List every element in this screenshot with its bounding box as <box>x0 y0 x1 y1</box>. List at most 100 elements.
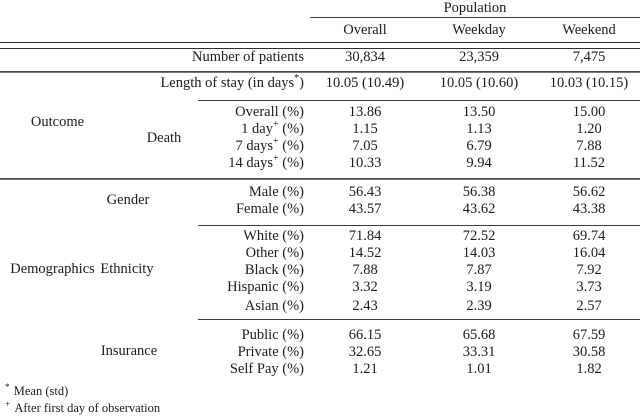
row-label-text: Hispanic (%) <box>227 279 304 295</box>
cell-overall: 56.43 <box>348 184 382 200</box>
table-footnotes: * Mean (std) + After first day of observat… <box>5 383 160 417</box>
row-label-text: Female (%) <box>235 201 304 217</box>
table-row-male: Male (%) 56.43 56.38 56.62 <box>0 184 640 201</box>
cell-weekend: 11.52 <box>572 155 606 171</box>
cell-overall: 71.84 <box>348 228 382 244</box>
column-header-weekday: Weekday <box>452 22 506 38</box>
group-label-outcome: Outcome <box>30 114 85 130</box>
row-label: Length of stay (in days*) <box>0 74 310 92</box>
cell-overall: 43.57 <box>348 201 382 217</box>
table-row-other: Other (%) 14.52 14.03 16.04 <box>0 245 640 262</box>
row-label-text: White (%) <box>243 228 304 244</box>
row-label-tail: (%) <box>278 121 304 137</box>
column-header-overall: Overall <box>343 22 387 38</box>
table-row-public: Public (%) 66.15 65.68 67.59 <box>0 327 640 344</box>
row-label: Black (%) <box>0 262 310 279</box>
cell-weekday: 43.62 <box>462 201 496 217</box>
cell-weekend: 16.04 <box>572 245 606 261</box>
cell-weekend: 7.92 <box>576 262 602 278</box>
cell-weekend: 7.88 <box>576 138 602 154</box>
footnote-mean: * Mean (std) <box>5 383 160 400</box>
group-label-gender: Gender <box>106 192 150 208</box>
insurance-cmidrule <box>198 319 640 320</box>
cell-overall: 1.21 <box>352 361 378 377</box>
row-label-text: 7 days <box>235 138 273 154</box>
population-header: Population <box>443 0 507 16</box>
table-row-patients: Number of patients 30,834 23,359 7,475 <box>0 49 640 66</box>
column-header-weekend: Weekend <box>562 22 616 38</box>
cell-weekend: 30.58 <box>572 344 606 360</box>
cell-weekday: 72.52 <box>462 228 496 244</box>
cell-weekend: 43.38 <box>572 201 606 217</box>
row-label-text: Private (%) <box>237 344 304 360</box>
group-label-insurance: Insurance <box>100 343 158 359</box>
row-label-sup: + <box>272 119 279 131</box>
row-label: Public (%) <box>0 327 310 344</box>
table-row-death-14days: 14 days+ (%) 10.33 9.94 11.52 <box>0 154 640 172</box>
table-row-hispanic: Hispanic (%) 3.32 3.19 3.73 <box>0 279 640 296</box>
footnote-mean-symbol: * <box>5 382 10 393</box>
population-cmidrule <box>310 17 640 18</box>
cell-weekend: 56.62 <box>572 184 606 200</box>
cell-weekend: 10.03 (10.15) <box>549 75 629 91</box>
cell-weekday: 9.94 <box>466 155 492 171</box>
table-row-female: Female (%) 43.57 43.62 43.38 <box>0 201 640 218</box>
table-row-death-7days: 7 days+ (%) 7.05 6.79 7.88 <box>0 137 640 155</box>
cell-weekend: 69.74 <box>572 228 606 244</box>
table-row-asian: Asian (%) 2.43 2.39 2.57 <box>0 298 640 315</box>
cell-overall: 2.43 <box>352 298 378 314</box>
cell-weekend: 1.82 <box>576 361 602 377</box>
row-label: Number of patients <box>0 49 310 66</box>
header-double-rule <box>0 42 640 49</box>
row-label-text: Black (%) <box>244 262 304 278</box>
row-label: 1 day+ (%) <box>0 119 310 138</box>
row-label: Overall (%) <box>0 104 310 121</box>
cell-weekday: 23,359 <box>459 49 499 65</box>
row-label-text: Self Pay (%) <box>229 361 304 377</box>
column-header-row: Overall Weekday Weekend <box>0 22 640 39</box>
footnote-after-text: After first day of observation <box>14 401 161 415</box>
row-label: 14 days+ (%) <box>0 154 310 172</box>
cell-overall: 3.32 <box>352 279 378 295</box>
cell-weekday: 1.13 <box>466 121 492 137</box>
cell-weekday: 65.68 <box>462 327 496 343</box>
row-label: Hispanic (%) <box>0 279 310 296</box>
cell-weekday: 2.39 <box>466 298 492 314</box>
cell-weekend: 3.73 <box>576 279 602 295</box>
row-label-text: Number of patients <box>192 49 304 65</box>
cell-weekend: 67.59 <box>572 327 606 343</box>
cell-weekday: 6.79 <box>466 138 492 154</box>
row-label-text: Asian (%) <box>244 298 304 314</box>
table-row-death-1day: 1 day+ (%) 1.15 1.13 1.20 <box>0 119 640 138</box>
cell-overall: 66.15 <box>348 327 382 343</box>
row-label-tail: (%) <box>278 138 304 154</box>
cell-weekday: 3.19 <box>466 279 492 295</box>
cell-overall: 7.05 <box>352 138 378 154</box>
group-label-demographics: Demographics <box>10 261 95 277</box>
group-label-ethnicity: Ethnicity <box>100 261 154 277</box>
cell-overall: 7.88 <box>352 262 378 278</box>
cell-weekday: 14.03 <box>462 245 496 261</box>
cell-weekday: 56.38 <box>462 184 496 200</box>
cell-overall: 32.65 <box>348 344 382 360</box>
cell-weekday: 10.05 (10.60) <box>439 75 519 91</box>
footnote-after: + After first day of observation <box>5 400 160 417</box>
table-row-black: Black (%) 7.88 7.87 7.92 <box>0 262 640 279</box>
cell-weekend: 1.20 <box>576 121 602 137</box>
cell-overall: 10.33 <box>348 155 382 171</box>
ethnicity-cmidrule <box>198 225 640 226</box>
section-rule <box>0 178 640 180</box>
row-label: Private (%) <box>0 344 310 361</box>
row-label-tail: ) <box>299 75 304 91</box>
row-label-text: Overall (%) <box>235 104 304 120</box>
section-rule <box>0 71 640 73</box>
death-cmidrule <box>198 100 640 101</box>
group-label-death: Death <box>146 130 182 146</box>
cell-weekday: 1.01 <box>466 361 492 377</box>
row-label: Other (%) <box>0 245 310 262</box>
row-label-tail: (%) <box>278 155 304 171</box>
row-label: Asian (%) <box>0 298 310 315</box>
cell-overall: 10.05 (10.49) <box>325 75 405 91</box>
table-row-length-of-stay: Length of stay (in days*) 10.05 (10.49) … <box>0 74 640 92</box>
